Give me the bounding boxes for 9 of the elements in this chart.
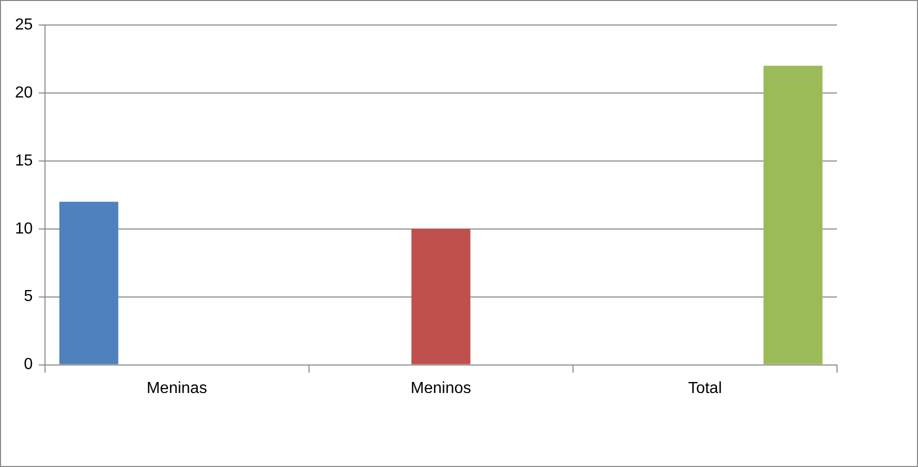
y-tick-label: 20 (15, 84, 33, 102)
y-tick-label: 15 (15, 152, 33, 170)
x-tick-label: Meninos (410, 380, 472, 397)
y-tick-label: 5 (24, 288, 33, 306)
x-tick-label: Meninas (146, 380, 208, 397)
y-tick-label: 25 (15, 16, 33, 34)
x-tick-label: Total (688, 380, 722, 397)
y-tick-label: 0 (24, 356, 33, 374)
y-tick-label: 10 (15, 220, 33, 238)
